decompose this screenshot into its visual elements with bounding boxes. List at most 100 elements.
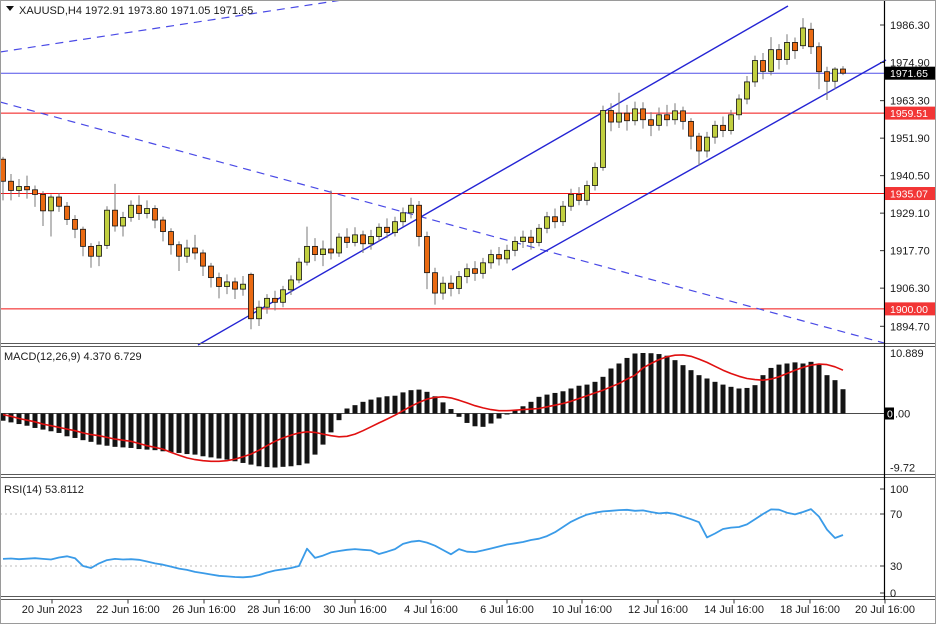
bullish-candle [568, 193, 574, 207]
time-axis-label[interactable]: 18 Jul 16:00 [780, 604, 840, 616]
macd-histogram-bar [536, 396, 542, 414]
macd-histogram-bar [304, 413, 310, 464]
time-axis-label[interactable]: 4 Jul 16:00 [404, 604, 458, 616]
macd-histogram-bar [208, 413, 214, 458]
time-axis-label[interactable]: 12 Jul 16:00 [628, 604, 688, 616]
macd-histogram-bar [784, 363, 790, 414]
price-tick-label: 1917.70 [890, 246, 930, 258]
bearish-candle [640, 108, 646, 121]
macd-panel[interactable] [0, 353, 884, 468]
macd-histogram-bar [192, 413, 198, 455]
price-badge-label: 1935.07 [890, 189, 928, 201]
ohlc-toggle-arrow-icon[interactable] [6, 6, 14, 11]
rsi-tick-label: 30 [890, 561, 902, 573]
bearish-candle [552, 216, 558, 223]
price-badge-label: 1959.51 [890, 108, 928, 120]
dashed-falling-trendline[interactable] [0, 101, 885, 344]
macd-histogram-bar [104, 413, 110, 446]
rsi-panel[interactable] [0, 508, 884, 579]
macd-histogram-bar [432, 396, 438, 414]
macd-histogram-bar [56, 413, 62, 433]
time-axis-label[interactable]: 28 Jun 16:00 [247, 604, 311, 616]
bearish-candle [208, 265, 214, 279]
rsi-indicator-label: RSI(14) 53.8112 [4, 484, 84, 496]
bearish-candle [248, 273, 254, 320]
bearish-candle [56, 196, 62, 207]
time-axis-label[interactable]: 30 Jun 16:00 [323, 604, 387, 616]
macd-histogram-bar [184, 413, 190, 455]
bullish-candle [408, 204, 414, 214]
macd-signal-line [2, 354, 844, 463]
bearish-candle [840, 68, 846, 74]
bullish-candle [104, 209, 110, 246]
macd-histogram-bar [320, 413, 326, 445]
time-axis-label[interactable]: 26 Jun 16:00 [172, 604, 236, 616]
bearish-candle [424, 236, 430, 274]
bearish-candle [328, 248, 334, 254]
channel-line-left[interactable] [197, 5, 789, 346]
macd-histogram-bar [600, 376, 606, 414]
bullish-candle [352, 234, 358, 243]
macd-histogram-bar [696, 375, 702, 414]
bullish-candle [832, 68, 838, 82]
time-axis-label[interactable]: 20 Jun 2023 [22, 604, 83, 616]
price-tick-label: 1986.30 [890, 20, 930, 32]
macd-histogram-bar [656, 354, 662, 414]
macd-histogram-bar [352, 405, 358, 414]
time-axis-label[interactable]: 22 Jun 16:00 [96, 604, 160, 616]
macd-histogram-bar [640, 353, 646, 414]
bearish-candle [432, 272, 438, 294]
dashed-rising-trendline[interactable] [0, 0, 343, 53]
bullish-candle [600, 110, 606, 168]
bullish-candle [368, 236, 374, 245]
macd-histogram-bar [288, 413, 294, 467]
time-axis-label[interactable]: 10 Jul 16:00 [552, 604, 612, 616]
bearish-candle [200, 252, 206, 267]
macd-histogram-bar [48, 413, 54, 432]
macd-histogram-bar [64, 413, 70, 437]
bullish-candle [304, 245, 310, 263]
time-axis-label[interactable]: 14 Jul 16:00 [704, 604, 764, 616]
bullish-candle [376, 226, 382, 237]
main-chart-panel[interactable] [0, 0, 887, 346]
bearish-candle [8, 180, 14, 191]
bullish-candle [744, 81, 750, 100]
macd-histogram-bar [632, 353, 638, 414]
macd-min-label: -9.72 [890, 463, 915, 475]
macd-histogram-bar [8, 413, 14, 423]
bullish-candle [784, 42, 790, 60]
macd-histogram-bar [176, 413, 182, 453]
bearish-candle [0, 158, 6, 182]
macd-histogram-bar [360, 401, 366, 414]
bearish-candle [696, 135, 702, 152]
price-tick-label: 1940.50 [890, 171, 930, 183]
bearish-candle [576, 193, 582, 201]
bullish-candle [288, 279, 294, 291]
bearish-candle [664, 114, 670, 121]
bullish-candle [520, 236, 526, 242]
macd-histogram-bar [544, 394, 550, 414]
macd-histogram-bar [312, 413, 318, 455]
bearish-candle [792, 42, 798, 52]
time-axis-label[interactable]: 6 Jul 16:00 [480, 604, 534, 616]
bullish-candle [656, 114, 662, 126]
macd-histogram-bar [408, 390, 414, 414]
macd-histogram-bar [608, 368, 614, 414]
bearish-candle [160, 219, 166, 232]
price-tick-label: 1963.30 [890, 96, 930, 108]
macd-histogram-bar [528, 401, 534, 414]
bearish-candle [80, 228, 86, 247]
macd-histogram-bar [264, 413, 270, 468]
time-axis-label[interactable]: 20 Jul 16:00 [855, 604, 915, 616]
macd-histogram-bar [328, 413, 334, 433]
bearish-candle [648, 119, 654, 126]
price-tick-label: 1974.90 [890, 57, 930, 69]
macd-histogram-bar [472, 413, 478, 427]
macd-histogram-bar [768, 367, 774, 414]
macd-histogram-bar [216, 413, 222, 459]
bearish-candle [608, 110, 614, 123]
macd-histogram-bar [800, 363, 806, 414]
